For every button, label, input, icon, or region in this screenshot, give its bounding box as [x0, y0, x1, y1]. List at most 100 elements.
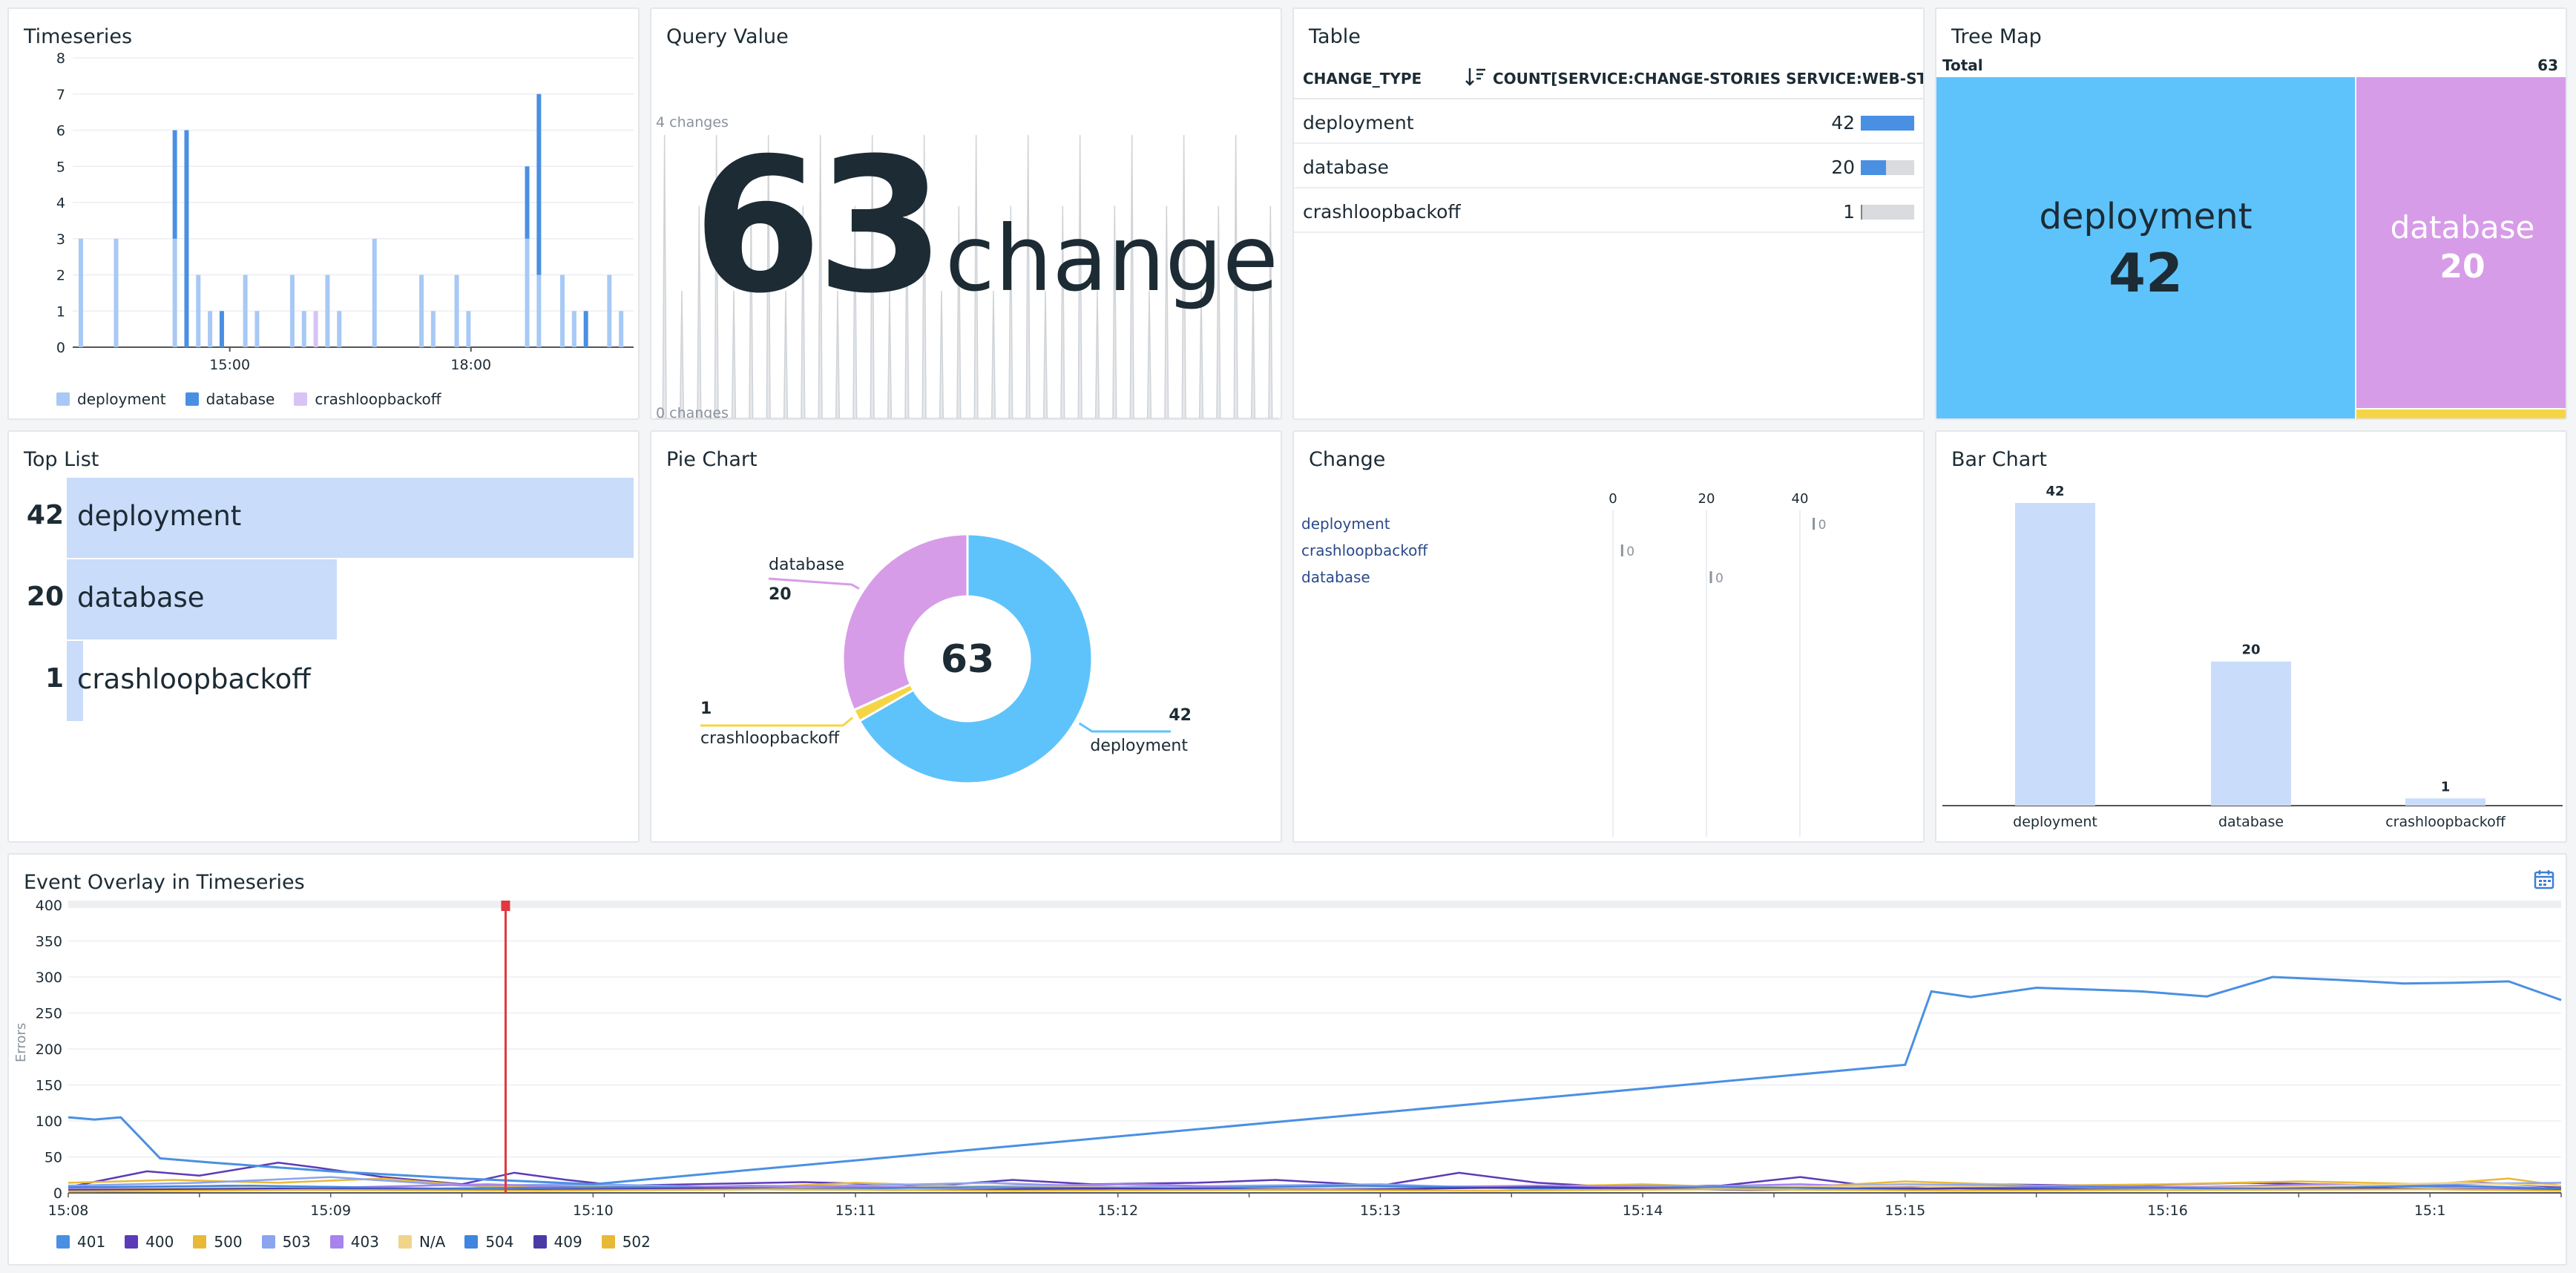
legend-swatch — [294, 392, 308, 406]
legend-item[interactable]: deployment — [56, 390, 166, 408]
toplist-row[interactable]: 20 database — [9, 559, 638, 639]
timeseries-widget[interactable]: Timeseries 0 1 2 3 4 5 6 7 8 15:00 18:00 deploymen… — [7, 7, 640, 420]
change-value: 0 — [1715, 571, 1724, 586]
tile-value: 42 — [2108, 242, 2184, 304]
query-value-number: 63 — [693, 118, 945, 334]
change-widget[interactable]: Change 0 20 40 deployment 0 crashloopbackoff 0… — [1292, 430, 1925, 843]
legend-item[interactable]: 500 — [193, 1233, 243, 1251]
change-row-label: database — [1301, 568, 1370, 586]
query-value-unit: changes — [944, 206, 1281, 312]
x-tick-label: 15:1 — [2414, 1203, 2446, 1219]
treemap-tile-database[interactable]: database 20 — [2356, 77, 2566, 408]
event-overlay-chart[interactable]: 0 50 100 150 200 250 300 350 400 15:08 15:09 15:10 1… — [9, 855, 2567, 1266]
column-header-change-type[interactable]: CHANGE_TYPE — [1303, 70, 1422, 88]
legend-swatch — [125, 1235, 139, 1249]
y-tick-label: 200 — [36, 1042, 62, 1058]
bar-deployment — [254, 311, 260, 347]
treemap-widget[interactable]: Tree Map Total 63 deployment 42 database… — [1935, 7, 2567, 420]
change-row-label: deployment — [1301, 515, 1390, 533]
legend-item[interactable]: 400 — [125, 1233, 174, 1251]
timeseries-chart[interactable]: 0 1 2 3 4 5 6 7 8 15:00 18:00 — [9, 9, 640, 420]
legend-item[interactable]: 403 — [329, 1233, 379, 1251]
toplist-widget[interactable]: Top List 42 deployment 20 database 1 crashloo… — [7, 430, 640, 843]
sort-desc-icon[interactable] — [1465, 65, 1487, 93]
bar-deployment — [79, 238, 83, 347]
pie-slice-database — [841, 533, 969, 712]
legend-item[interactable]: N/A — [398, 1233, 445, 1251]
x-tick-label: 15:13 — [1360, 1203, 1401, 1219]
legend-swatch — [533, 1235, 547, 1249]
widget-title: Change — [1309, 448, 1386, 471]
calendar-icon[interactable] — [2533, 868, 2555, 890]
legend-item[interactable]: 409 — [533, 1233, 582, 1251]
legend-item[interactable]: database — [185, 390, 275, 408]
table-row[interactable]: deployment 42 — [1294, 101, 1923, 144]
bar-chart[interactable]: 42 deployment 20 database 1 crashloopbackoff — [1936, 432, 2567, 843]
table-row[interactable]: database 20 — [1294, 145, 1923, 188]
event-overlay-widget[interactable]: Event Overlay in Timeseries Errors 0 50 10… — [7, 853, 2567, 1266]
y-tick-label: 2 — [56, 268, 65, 284]
chart-legend: deployment database crashloopbackoff — [56, 390, 461, 408]
toplist-bar — [67, 559, 337, 639]
bar-database — [583, 311, 588, 347]
event-band — [68, 901, 2561, 908]
cell-change-type: deployment — [1303, 112, 1414, 134]
legend-label: deployment — [77, 390, 166, 408]
legend-label: 400 — [145, 1233, 174, 1251]
legend-swatch — [56, 392, 70, 406]
count-bar-fill — [1861, 116, 1914, 131]
widget-title: Pie Chart — [666, 448, 758, 471]
legend-item[interactable]: crashloopbackoff — [294, 390, 441, 408]
bar-deployment — [372, 238, 377, 347]
toplist-value: 1 — [45, 663, 64, 694]
bar-deployment — [619, 311, 624, 347]
pie-center-value: 63 — [941, 637, 994, 682]
x-tick-label: 15:12 — [1097, 1203, 1138, 1219]
count-bar-fill — [1861, 160, 1887, 175]
table-row[interactable]: crashloopbackoff 1 — [1294, 190, 1923, 233]
x-tick-label: 15:11 — [835, 1203, 876, 1219]
bar-deployment — [2015, 503, 2095, 806]
change-value: 0 — [1626, 545, 1634, 559]
bar-deployment — [560, 274, 565, 347]
widget-title: Bar Chart — [1951, 448, 2047, 471]
treemap-tile-crashloopbackoff[interactable] — [2356, 409, 2566, 418]
query-value-widget[interactable]: Query Value 4 changes 0 changes 63change… — [650, 7, 1282, 420]
widget-title: Query Value — [666, 25, 789, 48]
pie-leader-line — [1078, 722, 1171, 733]
widget-title: Timeseries — [24, 25, 133, 48]
bar-chart-widget[interactable]: Bar Chart 42 deployment 20 database 1 crashlo… — [1935, 430, 2567, 843]
background-top-label: 4 changes — [656, 114, 729, 131]
widget-title: Tree Map — [1951, 25, 2042, 48]
toplist-row[interactable]: 1 crashloopbackoff — [9, 641, 638, 721]
tile-value: 20 — [2439, 248, 2485, 286]
legend-item[interactable]: 502 — [601, 1233, 651, 1251]
series-line-504 — [68, 1185, 2562, 1190]
bar-value-label: 1 — [2441, 779, 2451, 795]
y-tick-label: 300 — [36, 970, 62, 986]
treemap-total-value: 63 — [2537, 56, 2558, 74]
bar-category-label: deployment — [2013, 814, 2097, 830]
treemap-tile-deployment[interactable]: deployment 42 — [1936, 77, 2355, 418]
count-bar — [1861, 160, 1914, 175]
pie-slice-value: 42 — [1169, 706, 1192, 725]
query-value-display: 63changes — [693, 134, 1281, 319]
y-tick-label: 3 — [56, 231, 65, 248]
legend-item[interactable]: 504 — [464, 1233, 514, 1251]
bar-deployment — [301, 311, 306, 347]
legend-item[interactable]: 503 — [261, 1233, 311, 1251]
pie-slice-label: crashloopbackoff — [700, 729, 840, 748]
legend-item[interactable]: 401 — [56, 1233, 105, 1251]
bar-deployment — [196, 274, 201, 347]
table-widget[interactable]: Table CHANGE_TYPE COUNT[SERVICE:CHANGE-S… — [1292, 7, 1925, 420]
pie-chart[interactable]: 63 42 deployment 1 crashloopbackoff 20 databas… — [651, 432, 1282, 843]
column-header-count[interactable]: COUNT[SERVICE:CHANGE-STORIES SERVICE:WEB… — [1493, 70, 1925, 88]
toplist-row[interactable]: 42 deployment — [9, 478, 638, 558]
bar-deployment — [454, 274, 459, 347]
bar-value-label: 20 — [2241, 642, 2260, 658]
x-tick-label: 15:08 — [48, 1203, 89, 1219]
pie-chart-widget[interactable]: Pie Chart 63 42 deployment 1 crashloopbackof… — [650, 430, 1282, 843]
legend-swatch — [185, 392, 199, 406]
change-chart[interactable]: 0 20 40 deployment 0 crashloopbackoff 0 databas… — [1294, 432, 1925, 843]
x-tick-label: 15:16 — [2147, 1203, 2188, 1219]
